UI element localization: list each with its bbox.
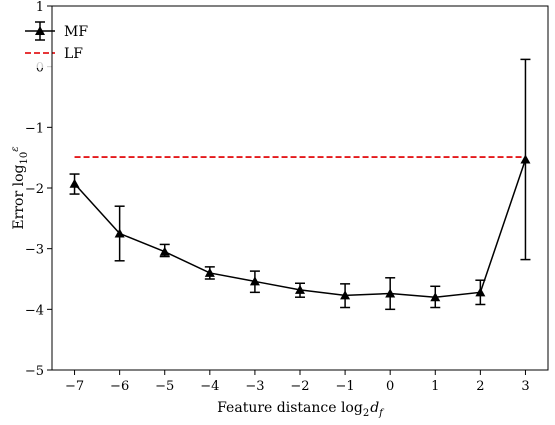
y-tick-label: −3 <box>25 243 44 258</box>
mf-point-marker <box>385 288 396 298</box>
x-axis-label-var-sub: f <box>378 408 385 419</box>
x-tick-label: −4 <box>200 379 219 394</box>
y-axis-label-text: Error log <box>11 164 27 229</box>
mf-point-marker <box>340 290 351 300</box>
mf-point-marker <box>249 276 260 286</box>
legend-mf-marker <box>35 26 45 35</box>
x-axis-label-var: d <box>370 400 379 416</box>
legend-item-lf: LF <box>25 46 83 62</box>
y-axis-label: Error log10ε <box>10 146 30 229</box>
mf-series-line <box>73 159 527 298</box>
mf-point-marker <box>295 284 305 294</box>
x-axis-label: Feature distance log2df <box>217 400 385 419</box>
mf-point-marker <box>69 178 80 188</box>
plot-area <box>69 58 531 311</box>
axis-ticks: −7 −6 −5 −4 −3 −2 −1 0 1 2 3 −5 −4 −3 −2 −1 0 1 <box>25 0 530 394</box>
y-axis-label-sub: 10 <box>19 152 30 165</box>
y-tick-label: 0 <box>36 61 44 76</box>
x-tick-label: −7 <box>65 379 84 394</box>
legend-item-mf: MF <box>25 21 88 41</box>
x-tick-label: −1 <box>336 379 355 394</box>
x-tick-label: −2 <box>290 379 309 394</box>
legend-frame <box>14 12 104 68</box>
x-tick-label: −5 <box>155 379 174 394</box>
x-tick-label: −6 <box>110 379 129 394</box>
x-tick-label: 1 <box>431 379 439 394</box>
x-tick-label: 0 <box>386 379 394 394</box>
x-tick-label: −3 <box>245 379 264 394</box>
legend: MF LF <box>14 12 104 68</box>
mf-point-marker <box>114 228 125 238</box>
y-tick-label: −1 <box>25 121 44 136</box>
mf-point-marker <box>520 154 531 164</box>
mf-point-marker <box>475 287 486 297</box>
y-tick-label: −4 <box>25 303 44 318</box>
x-axis-label-sub: 2 <box>363 408 369 419</box>
y-tick-label: 1 <box>36 0 44 15</box>
mf-point-marker <box>159 246 170 256</box>
legend-mf-label: MF <box>64 24 88 40</box>
legend-lf-label: LF <box>64 46 83 62</box>
x-tick-label: 3 <box>521 379 529 394</box>
y-tick-label: −2 <box>25 182 44 197</box>
y-tick-label: −5 <box>25 364 44 379</box>
mf-point-marker <box>204 267 215 277</box>
x-tick-label: 2 <box>476 379 484 394</box>
mf-point-marker <box>430 292 441 302</box>
y-axis-label-sup: ε <box>10 146 21 151</box>
axes-frame <box>51 5 549 371</box>
x-axis-label-text: Feature distance log <box>217 400 363 416</box>
